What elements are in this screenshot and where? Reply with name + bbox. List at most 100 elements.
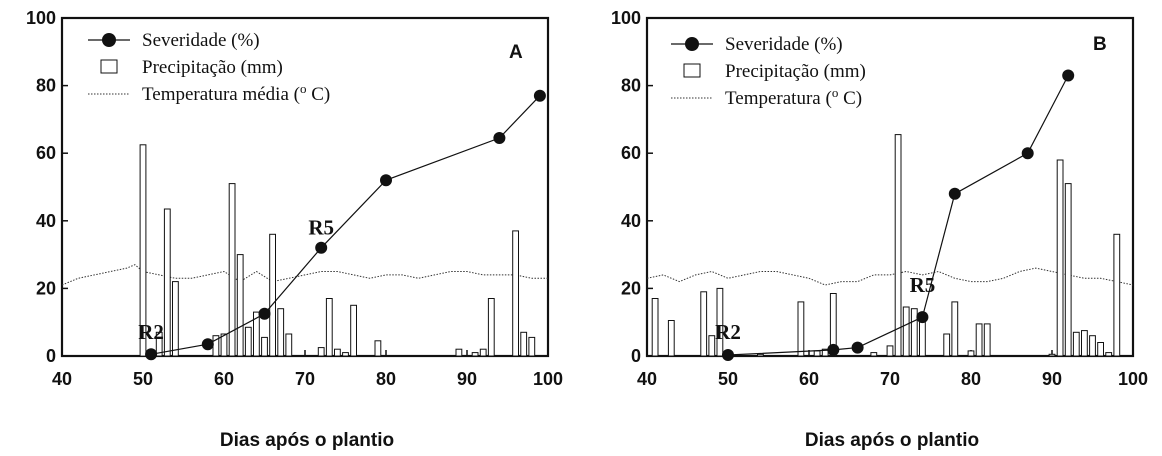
panel-b-y-tick-label: 60 xyxy=(621,143,641,163)
panel-b-x-tick-label: 80 xyxy=(961,369,981,389)
panel-b-precipitation-bar xyxy=(983,323,991,357)
panel-a-x-tick-label: 40 xyxy=(52,369,72,389)
panel-b-severity-point xyxy=(1021,147,1034,160)
panel-a-precipitation-bar xyxy=(253,311,260,357)
panel-a-precipitation-bar xyxy=(228,183,236,357)
panel-b-severity-point xyxy=(722,349,734,361)
panel-b-precipitation-bar xyxy=(1064,183,1072,357)
panel-a-temperature-line xyxy=(61,264,548,286)
panel-b-temperature-line xyxy=(646,267,1134,286)
panel-a-precipitation-bar xyxy=(269,233,277,357)
panel-a-precipitation-bar xyxy=(277,308,285,357)
panel-a-severity-point xyxy=(315,241,328,254)
panel-b-precipitation-bar xyxy=(870,352,878,357)
panel-a-stage-annotation: R5 xyxy=(308,215,334,239)
panel-a-legend-label: Precipitação (mm) xyxy=(142,57,283,78)
panel-a-y-tick-label: 60 xyxy=(36,143,56,163)
panel-b-panel-letter: B xyxy=(1093,34,1107,55)
panel-a-severity-point xyxy=(145,348,158,361)
panel-b-precipitation-bar xyxy=(1089,335,1096,357)
panel-b-precipitation-bar xyxy=(813,350,821,357)
panel-b-severity-point xyxy=(851,341,864,354)
panel-a-precipitation-bar xyxy=(325,298,333,357)
panel-a-legend-severity-swatch xyxy=(102,33,116,47)
panel-a-precipitation-bar xyxy=(155,331,163,357)
panel-a: 0 20 40 60 80 100 40 50 60 70 80 90 100 Dias após o p… xyxy=(26,8,563,451)
panel-b-y-tick-label: 80 xyxy=(621,76,641,96)
panel-a-x-tick-label: 100 xyxy=(533,369,563,389)
panel-a-y-tick-label: 100 xyxy=(26,8,56,28)
panel-b-precipitation-bar xyxy=(894,134,902,357)
panel-a-legend-label: Temperatura média (o C) xyxy=(142,81,330,105)
panel-a-x-tick-label: 90 xyxy=(457,369,477,389)
panel-a-severity-point xyxy=(201,338,214,351)
panel-b-precipitation-bar xyxy=(716,287,724,357)
panel-a-x-tick-label: 60 xyxy=(214,369,234,389)
panel-b-precipitation-bar xyxy=(829,293,837,357)
panel-b-precipitation-bar xyxy=(1048,353,1056,357)
panel-a-precipitation-bar xyxy=(139,144,147,357)
panel-a-x-tick-label: 80 xyxy=(376,369,396,389)
panel-b-legend-precipitation-swatch xyxy=(683,63,701,78)
panel-b-precipitation-bar xyxy=(886,345,894,357)
panel-a-precipitation-bar xyxy=(487,298,495,357)
panel-a-severity-point xyxy=(493,132,506,144)
panel-a-plot-frame xyxy=(60,16,550,358)
panel-b-legend-label: Severidade (%) xyxy=(725,34,843,55)
panel-b-severity-point xyxy=(1062,69,1075,82)
panel-a-precipitation-bar xyxy=(520,331,528,357)
panel-b-precipitation-bar xyxy=(1097,342,1104,357)
panel-b-severity-point xyxy=(948,187,961,200)
panel-b-legend-label: Temperatura (o C) xyxy=(725,85,862,109)
panel-a-precipitation-bar xyxy=(342,352,349,357)
panel-a-precipitation-bar xyxy=(471,352,479,357)
panel-a-precipitation-bar xyxy=(455,348,463,357)
panel-a-severity-point xyxy=(258,307,271,320)
panel-b-precipitation-bar xyxy=(975,323,983,357)
panel-a-precipitation-bar xyxy=(528,336,536,357)
panel-a-precipitation-bar xyxy=(163,208,171,357)
panel-b-legend: Severidade (%) Precipitação (mm) Temperatu… xyxy=(671,34,866,109)
panel-a-precipitation-bar xyxy=(244,326,252,357)
panel-a-precipitation-bar xyxy=(479,348,487,357)
panel-b-x-tick-label: 50 xyxy=(718,369,738,389)
panel-a-y-tick-label: 0 xyxy=(46,346,56,366)
panel-b-x-tick-label: 90 xyxy=(1042,369,1062,389)
panel-b-x-axis-label: Dias após o plantio xyxy=(805,430,979,451)
panel-a-precipitation-bar xyxy=(350,304,358,357)
panel-b-stage-annotation: R2 xyxy=(715,320,741,344)
panel-a-severity-point xyxy=(533,89,546,102)
panel-a-legend-label: Severidade (%) xyxy=(142,30,260,51)
panel-b-precipitation-bar xyxy=(797,301,805,357)
panel-b-precipitation-bar xyxy=(667,320,675,357)
panel-b-precipitation-bar xyxy=(757,353,764,357)
panel-b-precipitation-bar xyxy=(700,291,708,357)
panel-b-severity-point xyxy=(827,343,840,356)
panel-b-precipitation-bar xyxy=(910,308,918,357)
panel-b-precipitation-bar xyxy=(1072,331,1080,357)
panel-a-precipitation-bar xyxy=(374,340,382,357)
panel-a-legend-precipitation-swatch xyxy=(100,59,118,74)
panel-b-stage-annotation: R5 xyxy=(910,273,936,297)
panel-b-x-tick-label: 70 xyxy=(880,369,900,389)
panel-a-precipitation-bar xyxy=(334,348,341,357)
panel-b-precipitation-bar xyxy=(1105,352,1113,357)
panel-b-precipitation-bar xyxy=(943,333,951,357)
panel-b-x-tick-label: 60 xyxy=(799,369,819,389)
panel-a-severity-point xyxy=(380,174,392,187)
panel-a-precipitation-bar xyxy=(172,281,179,357)
panel-b: 0 20 40 60 80 100 40 50 60 70 80 90 100 Dias após o p… xyxy=(611,8,1148,451)
panel-a-x-axis-label: Dias após o plantio xyxy=(220,430,394,451)
panel-b-y-tick-label: 0 xyxy=(631,346,641,366)
panel-b-x-tick-label: 100 xyxy=(1118,369,1148,389)
panel-a-severity-line xyxy=(150,95,541,355)
panel-a-precipitation-bar xyxy=(317,347,325,357)
panel-b-precipitation-bar xyxy=(1056,159,1064,357)
panel-b-precipitation-bar xyxy=(1081,330,1088,357)
panel-b-y-tick-label: 40 xyxy=(621,211,641,231)
panel-a-x-tick-label: 50 xyxy=(133,369,153,389)
panel-b-legend-label: Precipitação (mm) xyxy=(725,61,866,82)
panel-a-precipitation-bar xyxy=(220,333,228,357)
panel-a-precipitation-bar xyxy=(285,333,293,357)
panel-b-precipitation-bar xyxy=(967,350,975,357)
